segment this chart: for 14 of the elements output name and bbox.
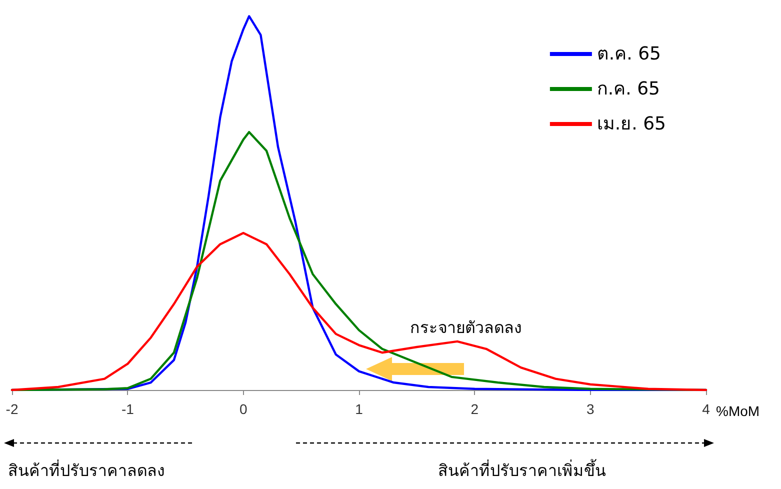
x-tick-label: 1: [355, 401, 364, 417]
x-axis-title: %MoM: [716, 403, 760, 419]
x-tick-label: 4: [702, 401, 710, 417]
x-tick-label: 0: [239, 401, 248, 417]
text: สินค้าที่ปรับราคาเพิ่มขึ้น: [438, 458, 606, 482]
x-tick-label: -2: [6, 401, 18, 417]
legend-label: เม.ย. 65: [596, 114, 666, 134]
legend-label: ต.ค. 65: [596, 44, 662, 64]
text: สินค้าที่ปรับราคาลดลง: [8, 458, 165, 482]
x-tick-label: 2: [470, 401, 479, 417]
x-tick-label: 3: [586, 401, 594, 417]
x-tick-label: -1: [121, 401, 134, 417]
legend-label: ก.ค. 65: [596, 78, 660, 100]
annotation: กระจายตัวลดลง: [410, 317, 522, 339]
